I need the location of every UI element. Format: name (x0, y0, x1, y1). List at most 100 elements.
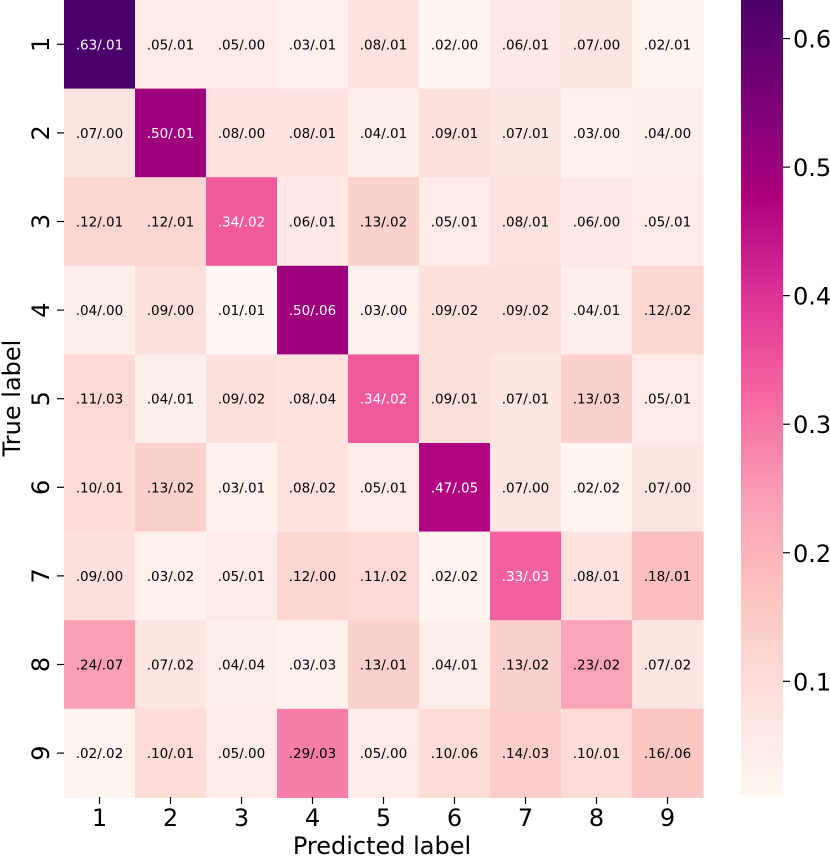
heatmap-cell (277, 531, 349, 621)
heatmap-cell (206, 265, 278, 355)
cell-annotation: .05/.01 (218, 569, 266, 585)
heatmap-cell (561, 265, 633, 355)
cell-annotation: .01/.01 (218, 303, 266, 319)
cell-annotation: .08/.01 (360, 37, 408, 53)
x-tick-label: 7 (518, 804, 533, 832)
cell-annotation: .07/.02 (644, 658, 692, 674)
cell-annotation: .05/.00 (218, 746, 266, 762)
heatmap-cell (206, 0, 278, 90)
cell-annotation: .33/.03 (502, 569, 550, 585)
cell-annotation: .16/.06 (644, 746, 692, 762)
heatmap-cell (348, 443, 420, 533)
cell-annotation: .03/.01 (218, 480, 266, 496)
heatmap-cell (419, 0, 491, 90)
cell-annotation: .10/.01 (76, 480, 124, 496)
cell-annotation: .09/.01 (431, 126, 479, 142)
cell-annotation: .13/.02 (360, 215, 408, 231)
heatmap-cell (561, 354, 633, 444)
cell-annotation: .03/.02 (147, 569, 195, 585)
cell-annotation: .63/.01 (76, 37, 124, 53)
y-axis-label: True label (0, 340, 26, 458)
y-axis-ticks: 1 2 3 4 5 6 7 8 9 (27, 37, 64, 761)
cell-annotation: .08/.01 (502, 215, 550, 231)
heatmap-cell (135, 265, 207, 355)
heatmap-cell (419, 265, 491, 355)
heatmap-cell (64, 354, 136, 444)
colorbar-tick-label: 0.5 (793, 154, 830, 182)
heatmap-cell (348, 88, 420, 178)
cell-annotation: .09/.02 (431, 303, 479, 319)
heatmap-cell (206, 354, 278, 444)
cell-annotation: .05/.01 (431, 215, 479, 231)
heatmap-cell (277, 265, 349, 355)
cell-annotation: .04/.04 (218, 658, 266, 674)
colorbar-ticks: 0.1 0.2 0.3 0.4 0.5 0.6 (783, 26, 830, 696)
heatmap-cell (419, 620, 491, 710)
heatmap-cell (206, 531, 278, 621)
cell-annotation: .07/.01 (502, 392, 550, 408)
heatmap-cell (632, 620, 704, 710)
cell-annotation: .13/.03 (573, 392, 621, 408)
cell-annotation: .34/.02 (218, 215, 266, 231)
y-tick-label: 1 (27, 37, 55, 52)
heatmap-cell (490, 177, 562, 267)
colorbar-tick-label: 0.6 (793, 26, 830, 54)
cell-annotation: .09/.00 (147, 303, 195, 319)
heatmap-cell (277, 354, 349, 444)
heatmap-cell (632, 177, 704, 267)
heatmap-cell (561, 0, 633, 90)
heatmap-cell (277, 88, 349, 178)
heatmap-cell (64, 265, 136, 355)
cell-annotation: .04/.01 (360, 126, 408, 142)
heatmap-cell (348, 354, 420, 444)
y-tick-label: 9 (27, 745, 55, 760)
cell-annotation: .06/.01 (502, 37, 550, 53)
colorbar (741, 0, 783, 797)
y-tick-label: 5 (27, 391, 55, 406)
cell-annotation: .07/.01 (502, 126, 550, 142)
heatmap-cell (632, 531, 704, 621)
x-tick-label: 8 (589, 804, 604, 832)
heatmap-cell (419, 443, 491, 533)
cell-annotation: .07/.00 (573, 37, 621, 53)
cell-annotation: .09/.01 (431, 392, 479, 408)
heatmap-cell (561, 531, 633, 621)
heatmap-cells (64, 0, 704, 798)
y-tick-label: 7 (27, 568, 55, 583)
cell-annotation: .07/.00 (76, 126, 124, 142)
heatmap-cell (419, 354, 491, 444)
cell-annotation: .03/.00 (360, 303, 408, 319)
cell-annotation: .11/.02 (360, 569, 408, 585)
heatmap-cell (135, 620, 207, 710)
cell-annotation: .10/.01 (573, 746, 621, 762)
heatmap-cell (277, 443, 349, 533)
heatmap-cell (348, 265, 420, 355)
cell-annotation: .07/.00 (502, 480, 550, 496)
cell-annotation: .13/.02 (147, 480, 195, 496)
heatmap-cell (419, 708, 491, 798)
cell-annotation: .04/.01 (431, 658, 479, 674)
cell-annotation: .18/.01 (644, 569, 692, 585)
heatmap-cell (64, 620, 136, 710)
y-tick-label: 3 (27, 214, 55, 229)
y-tick-label: 2 (27, 125, 55, 140)
x-tick-label: 2 (163, 804, 178, 832)
heatmap-cell (206, 177, 278, 267)
cell-annotation: .08/.00 (218, 126, 266, 142)
cell-annotation: .05/.00 (360, 746, 408, 762)
heatmap-cell (632, 443, 704, 533)
heatmap-cell (135, 354, 207, 444)
cell-annotation: .09/.02 (502, 303, 550, 319)
cell-annotation: .12/.01 (147, 215, 195, 231)
cell-annotation: .04/.01 (147, 392, 195, 408)
x-tick-label: 6 (447, 804, 462, 832)
cell-annotation: .03/.01 (289, 37, 337, 53)
cell-annotation: .09/.00 (76, 569, 124, 585)
cell-annotation: .12/.00 (289, 569, 337, 585)
cell-annotation: .50/.06 (289, 303, 337, 319)
heatmap-cell (490, 0, 562, 90)
heatmap-cell (490, 88, 562, 178)
cell-annotation: .04/.00 (644, 126, 692, 142)
heatmap-cell (348, 177, 420, 267)
